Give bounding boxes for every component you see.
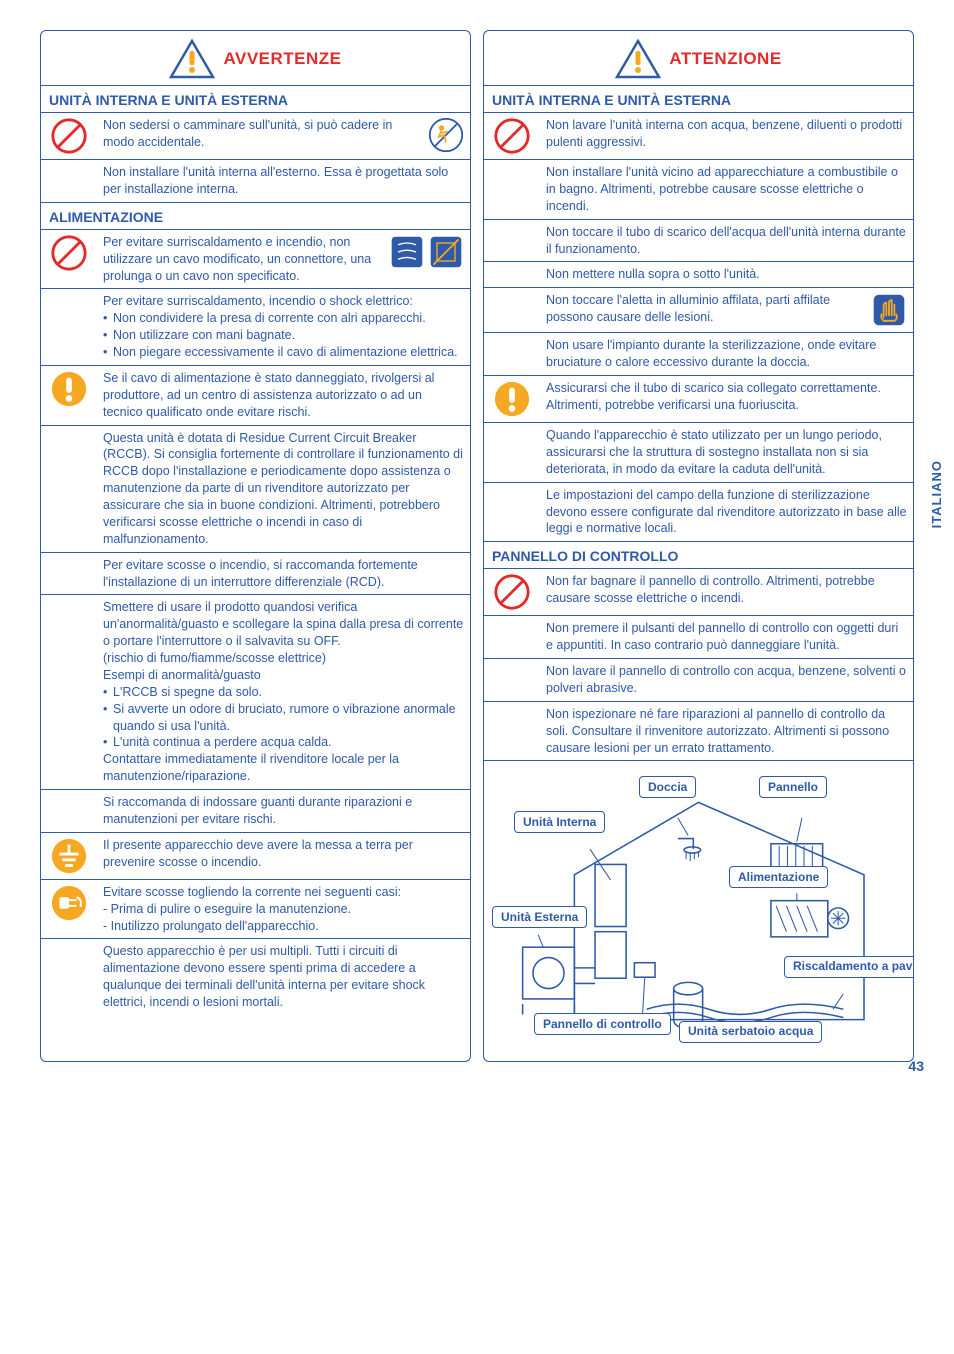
diagram-label-panel: Pannello [759,776,827,798]
section-heading: PANNELLO DI CONTROLLO [484,542,913,569]
warning-triangle-icon [169,39,215,79]
warning-row: Non installare l'unità interna all'ester… [41,160,470,203]
prohibit-icon [493,573,531,611]
caution-row: Non toccare il tubo di scarico dell'acqu… [484,220,913,263]
caution-text: Non lavare l'unità interna con acqua, be… [540,113,913,159]
warning-text: Smettere di usare il prodotto quandosi v… [103,600,463,682]
warnings-column: AVVERTENZE UNITÀ INTERNA E UNITÀ ESTERNA… [40,30,471,1062]
warning-text: Per evitare surriscaldamento e incendio,… [103,235,371,283]
caution-text: Non far bagnare il pannello di controllo… [540,569,913,615]
caution-column: ATTENZIONE UNITÀ INTERNA E UNITÀ ESTERNA… [483,30,914,1062]
caution-row: Non far bagnare il pannello di controllo… [484,569,913,616]
diagram-label-internal: Unità Interna [514,811,605,833]
caution-text: Non ispezionare né fare riparazioni al p… [540,702,913,761]
warning-row: Si raccomanda di indossare guanti durant… [41,790,470,833]
caution-text: Quando l'apparecchio è stato utilizzato … [540,423,913,482]
ground-icon [50,837,88,875]
warning-text: Evitare scosse togliendo la corrente nei… [97,880,470,939]
section-heading: UNITÀ INTERNA E UNITÀ ESTERNA [484,86,913,113]
caution-row: Non usare l'impianto durante la steriliz… [484,333,913,376]
caution-text: Non toccare il tubo di scarico dell'acqu… [540,220,913,262]
warning-text: Si raccomanda di indossare guanti durant… [97,790,470,832]
diagram-label-shower: Doccia [639,776,696,798]
prohibit-icon [50,117,88,155]
section-heading: UNITÀ INTERNA E UNITÀ ESTERNA [41,86,470,113]
diagram-label-external: Unità Esterna [492,906,587,928]
warnings-title: AVVERTENZE [223,49,341,69]
warning-text: Per evitare surriscaldamento, incendio o… [103,294,413,308]
caution-text: Non toccare l'aletta in alluminio affila… [546,293,830,324]
section-heading: ALIMENTAZIONE [41,203,470,230]
caution-row: Quando l'apparecchio è stato utilizzato … [484,423,913,483]
caution-row: Non ispezionare né fare riparazioni al p… [484,702,913,762]
caution-row: Non lavare il pannello di controllo con … [484,659,913,702]
warning-row: Per evitare scosse o incendio, si raccom… [41,553,470,596]
caution-text: Non lavare il pannello di controllo con … [540,659,913,701]
caution-row: Le impostazioni del campo della funzione… [484,483,913,543]
caution-header: ATTENZIONE [484,31,913,86]
caution-text: Le impostazioni del campo della funzione… [540,483,913,542]
warning-text: Questa unità è dotata di Residue Current… [97,426,470,552]
hand-injury-icon [871,292,907,328]
caution-row: Non premere il pulsanti del pannello di … [484,616,913,659]
diagram-label-floor: Riscaldamento a pavimento [784,956,914,977]
caution-title: ATTENZIONE [669,49,781,69]
caution-text: Assicurarsi che il tubo di scarico sia c… [540,376,913,422]
mandatory-icon [50,370,88,408]
warning-row: Smettere di usare il prodotto quandosi v… [41,595,470,790]
warning-row: Se il cavo di alimentazione è stato dann… [41,366,470,426]
system-diagram: Unità Interna Doccia Pannello Alimentazi… [484,761,913,1061]
warning-text: Questo apparecchio è per usi multipli. T… [97,939,470,1015]
prohibit-icon [493,117,531,155]
warning-text: Non sedersi o camminare sull'unità, si p… [103,118,392,149]
caution-text: Non usare l'impianto durante la steriliz… [540,333,913,375]
cord-hazard-icon [389,234,425,270]
warning-row: Questa unità è dotata di Residue Current… [41,426,470,553]
diagram-label-control: Pannello di controllo [534,1013,671,1035]
warning-text: Per evitare scosse o incendio, si raccom… [97,553,470,595]
caution-row: Non toccare l'aletta in alluminio affila… [484,288,913,333]
warning-row: Per evitare surriscaldamento, incendio o… [41,289,470,366]
warnings-header: AVVERTENZE [41,31,470,86]
caution-row: Non installare l'unità vicino ad apparec… [484,160,913,220]
prohibit-icon [50,234,88,272]
warning-row: Il presente apparecchio deve avere la me… [41,833,470,880]
mandatory-icon [493,380,531,418]
diagram-label-tank: Unità serbatoio acqua [679,1021,822,1042]
warning-row: Per evitare surriscaldamento e incendio,… [41,230,470,290]
warning-row: Evitare scosse togliendo la corrente nei… [41,880,470,940]
warning-triangle-icon [615,39,661,79]
caution-row: Assicurarsi che il tubo di scarico sia c… [484,376,913,423]
warning-text: Il presente apparecchio deve avere la me… [97,833,470,879]
warning-row: Non sedersi o camminare sull'unità, si p… [41,113,470,160]
outlet-hazard-icon [428,234,464,270]
warning-text-after: Contattare immediatamente il rivenditore… [103,752,399,783]
caution-text: Non mettere nulla sopra o sotto l'unità. [540,262,913,287]
caution-row: Non lavare l'unità interna con acqua, be… [484,113,913,160]
warning-text: Non installare l'unità interna all'ester… [97,160,470,202]
warning-bullets: Non condividere la presa di corrente con… [103,310,464,361]
unplug-icon [50,884,88,922]
caution-text: Non premere il pulsanti del pannello di … [540,616,913,658]
warning-bullets: L'RCCB si spegne da solo. Si avverte un … [103,684,464,752]
language-tab: ITALIANO [929,460,944,528]
diagram-label-power: Alimentazione [729,866,828,888]
warning-text: Se il cavo di alimentazione è stato dann… [97,366,470,425]
caution-row: Non mettere nulla sopra o sotto l'unità. [484,262,913,288]
warning-row: Questo apparecchio è per usi multipli. T… [41,939,470,1015]
caution-text: Non installare l'unità vicino ad apparec… [540,160,913,219]
fall-hazard-icon [428,117,464,153]
